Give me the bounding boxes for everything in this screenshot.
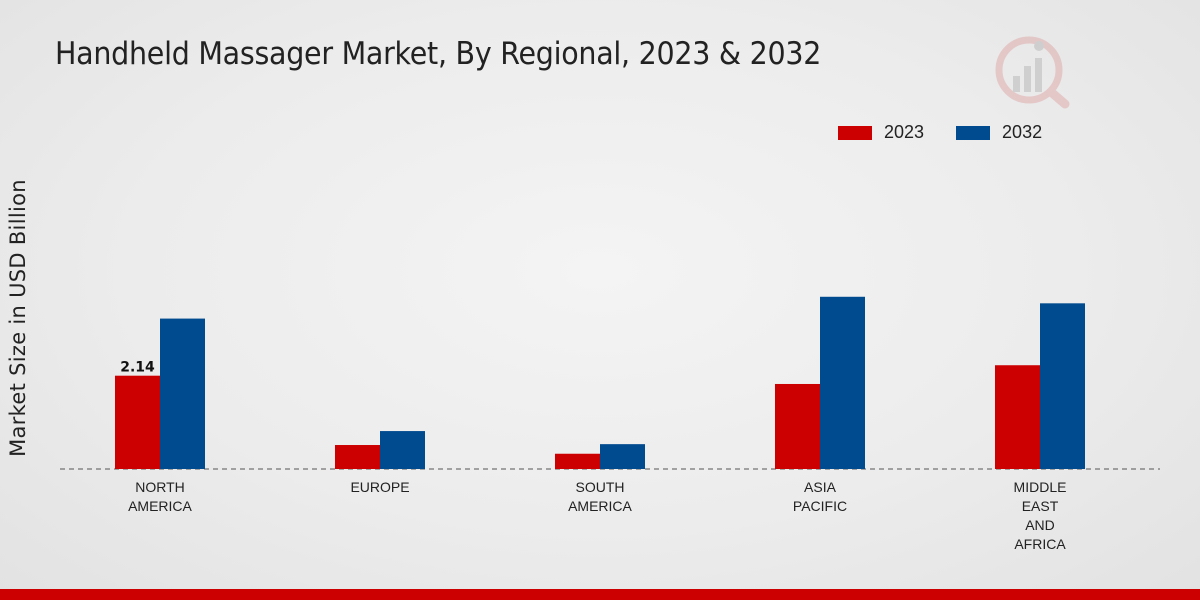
chart-title: Handheld Massager Market, By Regional, 2…	[55, 36, 822, 72]
bar-2023-2	[555, 453, 600, 469]
legend-label-2023: 2023	[884, 122, 925, 142]
legend-swatch-2023	[838, 125, 872, 140]
bar-2023-4	[995, 365, 1040, 469]
x-tick-label-2: SOUTH AMERICA	[568, 479, 632, 514]
legend: 2023 2032	[838, 122, 1074, 143]
x-tick-label-1: EUROPE	[350, 479, 409, 495]
bar-2023-1	[335, 445, 380, 469]
legend-label-2032: 2032	[1002, 122, 1043, 142]
bar-2032-4	[1040, 303, 1085, 469]
x-tick-label-4: MIDDLE EAST AND AFRICA	[1014, 479, 1067, 552]
bar-2023-3	[775, 383, 820, 469]
watermark-logo-icon	[995, 36, 1070, 109]
bar-2032-0	[160, 318, 205, 469]
legend-swatch-2032	[956, 125, 991, 140]
legend-item-2023: 2023	[838, 122, 924, 143]
x-tick-label-0: NORTH AMERICA	[128, 479, 192, 514]
legend-item-2032: 2032	[956, 122, 1042, 143]
bar-2032-1	[380, 431, 425, 469]
bottom-accent-bar	[0, 589, 1200, 600]
x-tick-label-3: ASIA PACIFIC	[793, 479, 847, 514]
data-label-2023-0: 2.14	[120, 360, 155, 376]
bar-2032-3	[820, 296, 865, 469]
bar-2032-2	[600, 444, 645, 469]
bar-2023-0	[115, 375, 160, 469]
